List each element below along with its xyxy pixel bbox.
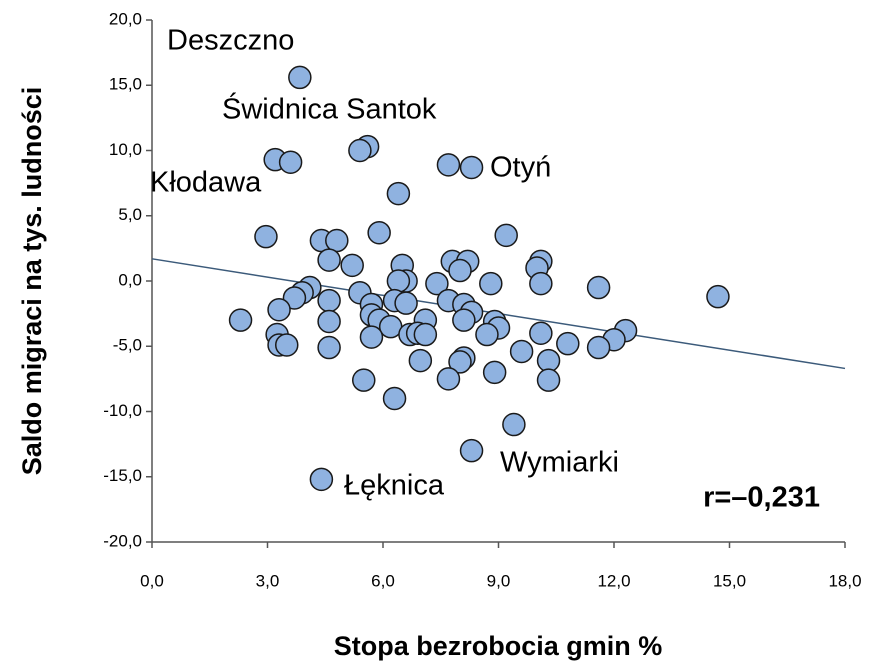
point <box>275 333 299 357</box>
point <box>288 65 312 90</box>
point <box>340 253 364 278</box>
point <box>586 275 611 300</box>
point <box>267 297 291 322</box>
point <box>317 248 341 272</box>
point <box>706 284 730 309</box>
y-tick-label: 10,0 <box>109 140 142 159</box>
point <box>459 155 484 180</box>
point <box>494 223 518 248</box>
y-tick-label: 0,0 <box>118 270 142 289</box>
point <box>386 181 411 206</box>
y-tick-label: 15,0 <box>109 75 142 94</box>
point <box>367 220 391 245</box>
point <box>408 348 433 373</box>
y-tick-label: -10,0 <box>103 401 142 420</box>
point <box>479 271 503 296</box>
point <box>482 360 507 385</box>
y-tick-label: 20,0 <box>109 9 142 28</box>
point <box>509 339 534 364</box>
point <box>413 322 438 347</box>
annotation: r=–0,231 <box>703 482 820 514</box>
point <box>394 291 418 315</box>
x-tick-label: 15,0 <box>713 571 746 590</box>
annotation: Świdnica Santok <box>222 92 437 126</box>
point <box>278 150 303 174</box>
point <box>529 321 553 345</box>
x-tick-label: 6,0 <box>371 571 395 590</box>
point <box>536 368 561 392</box>
point <box>448 258 472 283</box>
annotation: Łęknica <box>344 470 445 502</box>
y-tick-label: -15,0 <box>103 466 142 485</box>
point <box>436 153 461 177</box>
annotation: Kłodawa <box>150 167 262 199</box>
point <box>317 335 341 360</box>
x-tick-label: 12,0 <box>597 571 630 590</box>
point <box>309 467 334 492</box>
point <box>386 269 411 293</box>
y-tick-label: -20,0 <box>103 531 142 550</box>
x-tick-label: 0,0 <box>140 571 164 590</box>
point <box>529 271 553 296</box>
x-axis-title: Stopa bezrobocia gmin % <box>334 631 663 661</box>
point <box>452 308 476 332</box>
x-tick-label: 3,0 <box>256 571 280 590</box>
point <box>502 412 526 437</box>
point <box>425 271 449 296</box>
point <box>317 288 341 313</box>
point <box>348 138 372 163</box>
point <box>228 308 253 332</box>
point <box>325 228 349 253</box>
point <box>352 368 376 392</box>
point <box>586 335 611 360</box>
y-tick-label: -5,0 <box>113 336 142 355</box>
point <box>254 224 278 249</box>
point <box>536 348 561 373</box>
point <box>317 309 341 334</box>
point <box>359 325 384 349</box>
point <box>459 438 484 463</box>
point <box>448 350 472 374</box>
x-tick-label: 9,0 <box>487 571 511 590</box>
annotation: Deszczno <box>167 25 294 57</box>
annotation: Wymiarki <box>500 447 619 479</box>
point <box>556 331 580 356</box>
x-tick-label: 18,0 <box>828 571 861 590</box>
point <box>382 386 407 411</box>
annotation: Otyń <box>490 152 551 184</box>
point <box>475 322 499 347</box>
point <box>436 367 461 391</box>
y-axis-title: Saldo migraci na tys. ludności <box>17 87 47 476</box>
y-tick-label: 5,0 <box>118 205 142 224</box>
